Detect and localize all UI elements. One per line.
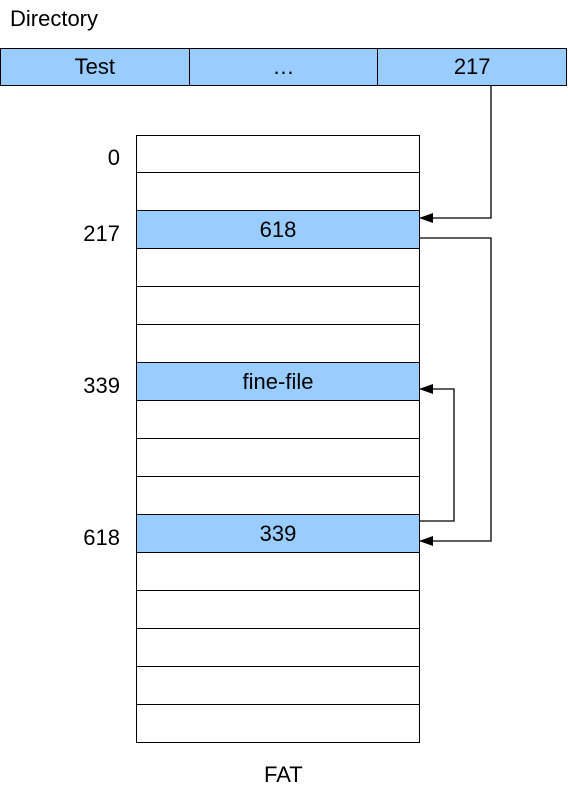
arrow-618-to-339 [420, 389, 454, 521]
fat-caption: FAT [264, 762, 303, 788]
arrow-directory-to-217 [420, 86, 491, 218]
